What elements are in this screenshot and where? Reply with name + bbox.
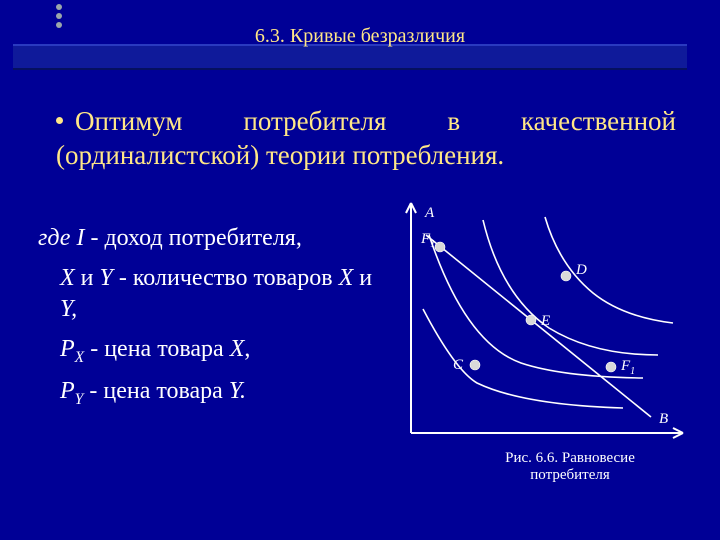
line-1: где I - доход потребителя, (38, 223, 388, 255)
t: - количество товаров (113, 265, 339, 291)
bullet-dot-icon (56, 117, 63, 124)
svg-text:F1: F1 (620, 358, 635, 377)
bullet-text: Оптимум потребителя в качественной (орди… (56, 106, 676, 170)
line-4: PY - цена товара Y. (38, 376, 388, 410)
svg-text:C: C (453, 357, 464, 373)
t: X (60, 265, 75, 291)
svg-text:E: E (540, 313, 550, 329)
svg-text:B: B (659, 411, 668, 427)
t: - цена товара (84, 336, 229, 362)
t: и (75, 265, 100, 291)
t: Y, (60, 296, 77, 322)
budget-line (426, 235, 651, 417)
t: и (353, 265, 372, 291)
figure-svg: F1 C E D F1 A B (383, 185, 691, 465)
t: X (339, 265, 354, 291)
svg-text:F1: F1 (420, 231, 435, 250)
svg-text:A: A (424, 205, 435, 221)
figure: F1 C E D F1 A B (383, 185, 691, 465)
t: X (230, 336, 245, 362)
t: P (60, 336, 75, 362)
t: P (60, 378, 75, 404)
main-bullet: Оптимум потребителя в качественной (орди… (56, 105, 676, 173)
svg-text:D: D (575, 262, 587, 278)
t: Y (100, 265, 113, 291)
t: - доход потребителя, (84, 225, 301, 251)
t: , (244, 336, 250, 362)
line-3: PX - цена товара X, (38, 334, 388, 368)
line-2: X и Y - количество товаров X и Y, (38, 263, 388, 326)
slide: 6.3. Кривые безразличия Оптимум потребит… (0, 0, 720, 540)
figure-caption: Рис. 6.6. Равновесие потребителя (470, 450, 670, 484)
t: X (75, 349, 85, 366)
points: F1 C E D F1 (420, 231, 635, 377)
body-text: где I - доход потребителя, X и Y - колич… (38, 223, 388, 419)
t: Y. (229, 378, 246, 404)
t: - цена товара (83, 378, 228, 404)
slide-title: 6.3. Кривые безразличия (0, 25, 720, 48)
t: где (38, 225, 76, 251)
